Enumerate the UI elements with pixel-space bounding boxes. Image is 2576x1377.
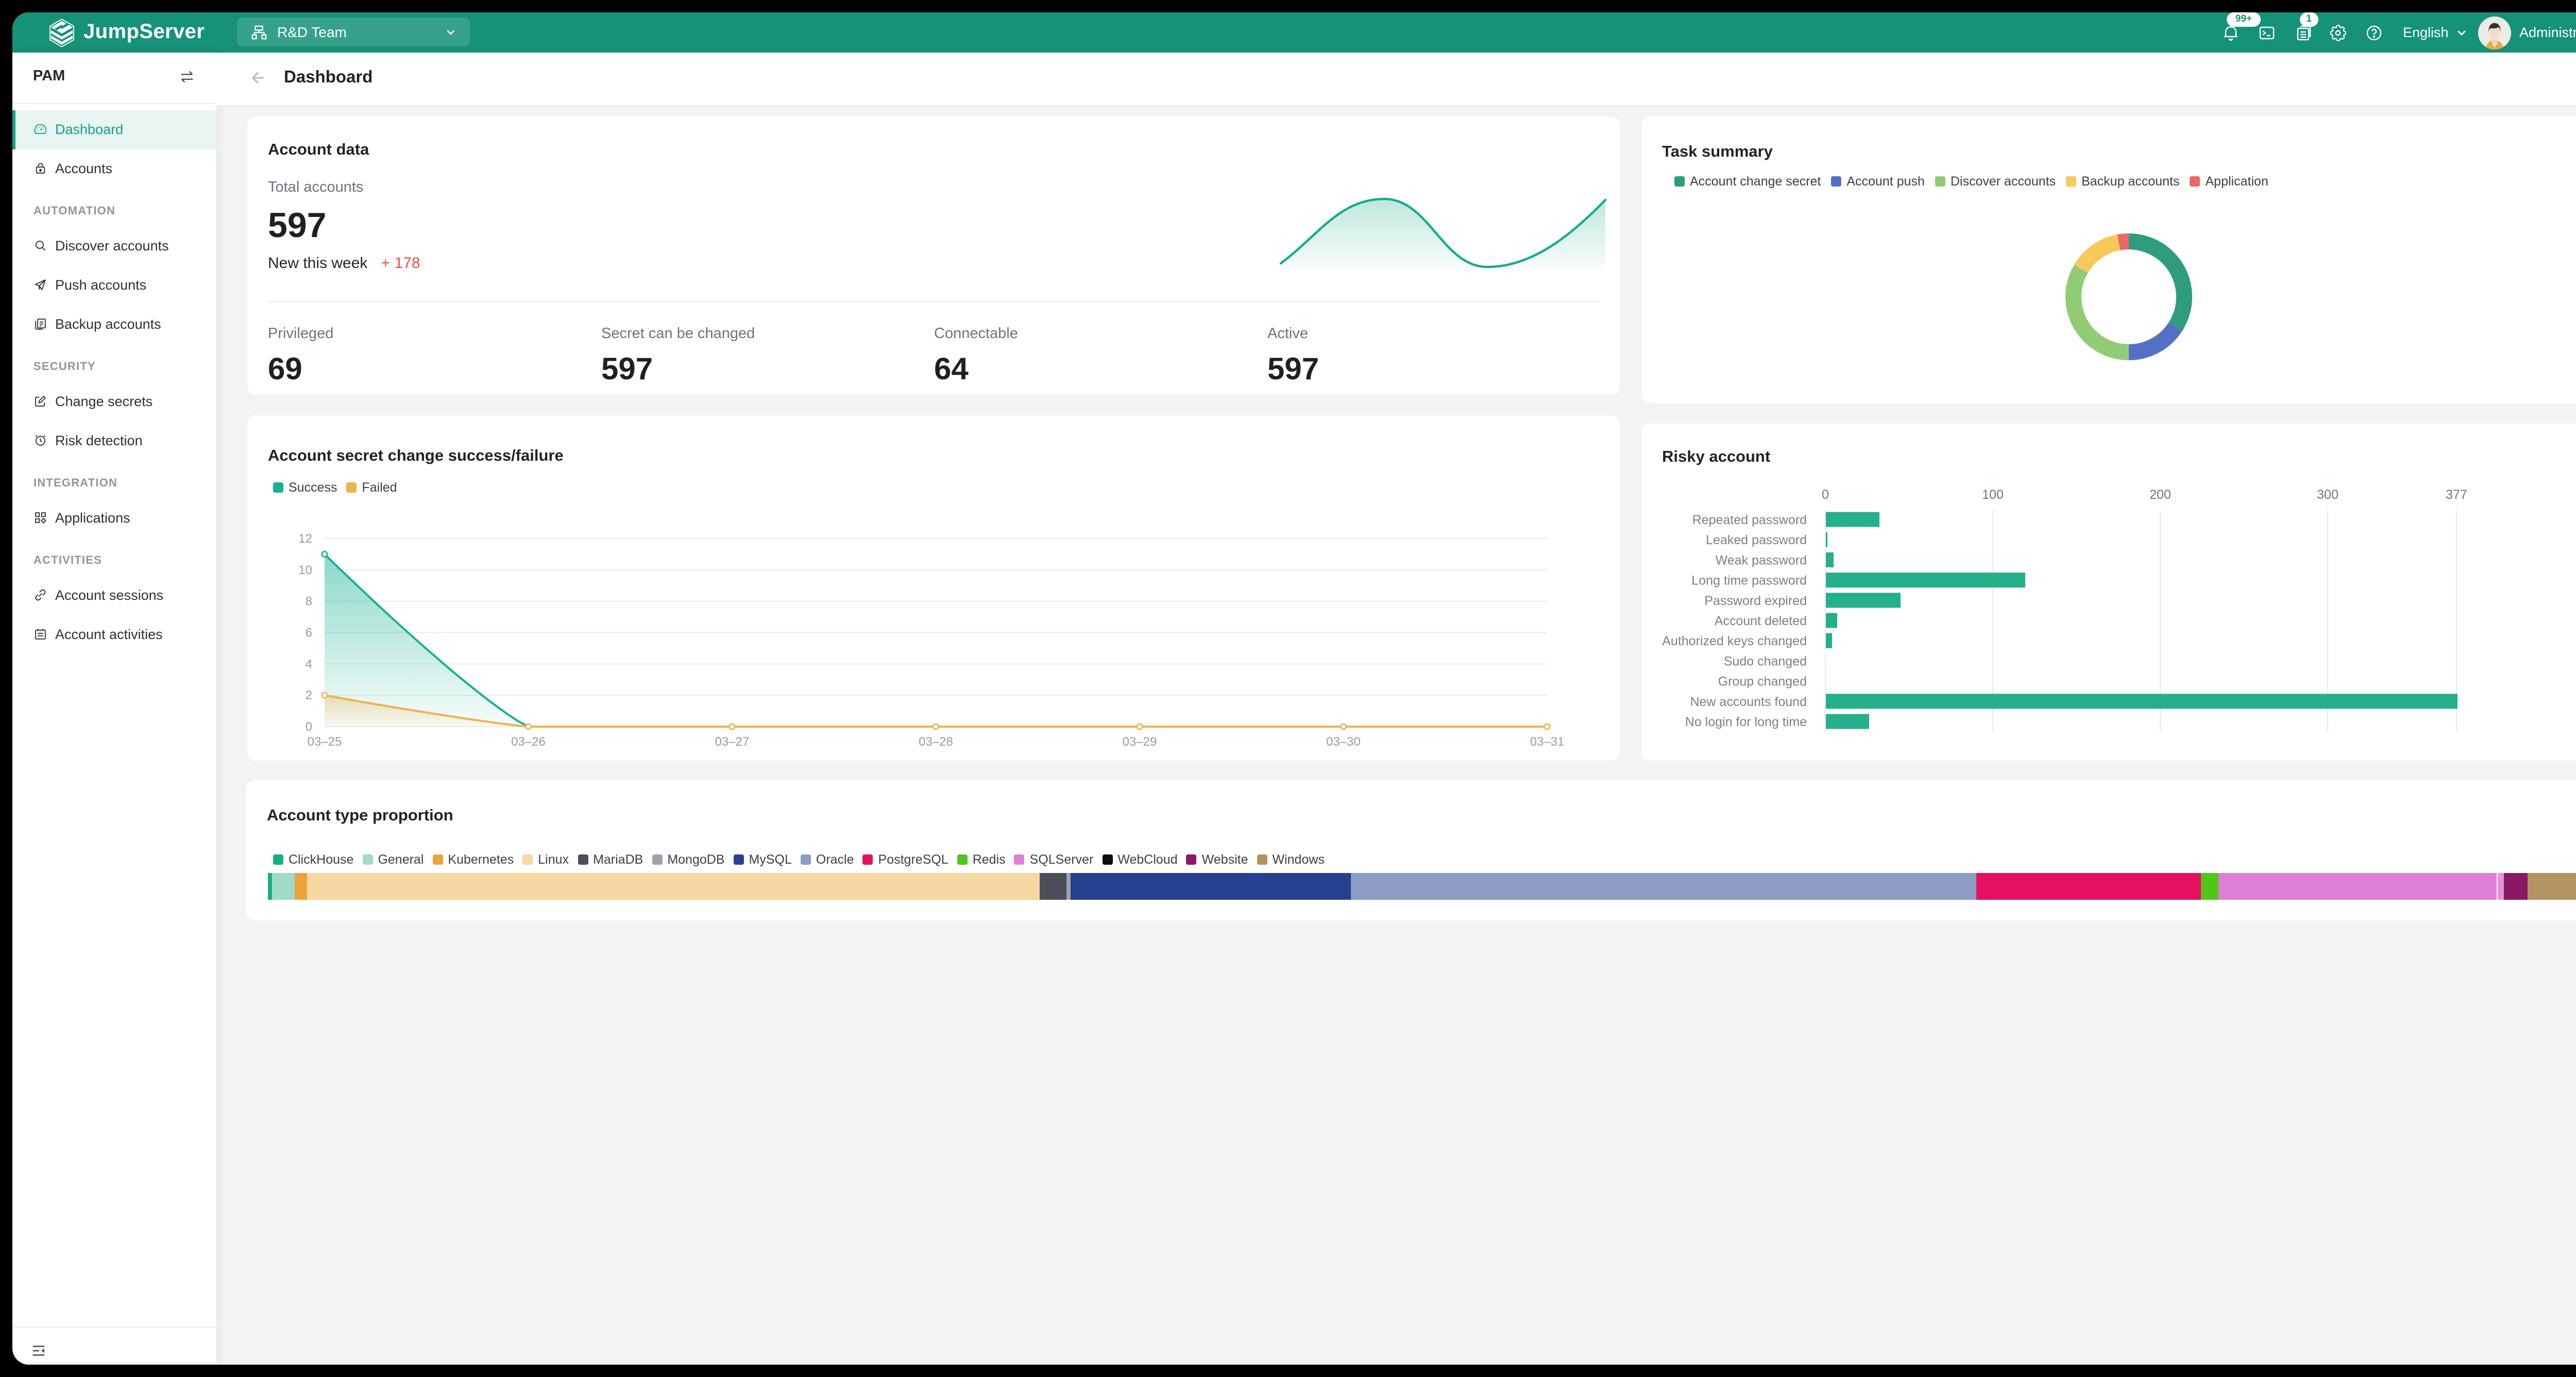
svg-text:03–27: 03–27 <box>715 735 750 749</box>
svg-text:03–29: 03–29 <box>1123 735 1157 749</box>
svg-text:New accounts found: New accounts found <box>1690 694 1807 709</box>
svg-text:200: 200 <box>2149 487 2171 501</box>
svg-text:Authorized keys changed: Authorized keys changed <box>1662 633 1807 648</box>
svg-text:300: 300 <box>2317 487 2338 501</box>
svg-text:Password expired: Password expired <box>1704 593 1807 608</box>
svg-text:10: 10 <box>298 563 312 577</box>
svg-text:0: 0 <box>1822 487 1829 501</box>
svg-text:0: 0 <box>306 720 312 734</box>
svg-text:6: 6 <box>306 626 312 640</box>
svg-text:Long time password: Long time password <box>1691 573 1807 587</box>
svg-text:377: 377 <box>2446 487 2467 501</box>
svg-text:4: 4 <box>306 657 312 671</box>
svg-text:03–28: 03–28 <box>919 735 953 749</box>
svg-text:100: 100 <box>1982 487 2004 501</box>
svg-text:Weak password: Weak password <box>1716 552 1807 567</box>
svg-text:Repeated password: Repeated password <box>1692 512 1807 527</box>
svg-text:03–31: 03–31 <box>1530 735 1565 749</box>
svg-text:No login for long time: No login for long time <box>1685 714 1807 729</box>
svg-text:8: 8 <box>306 595 312 609</box>
svg-text:12: 12 <box>298 532 312 546</box>
svg-text:Group changed: Group changed <box>1718 674 1807 688</box>
svg-text:Sudo changed: Sudo changed <box>1724 653 1807 668</box>
svg-text:03–26: 03–26 <box>511 735 546 749</box>
svg-text:03–25: 03–25 <box>308 735 342 749</box>
svg-text:03–30: 03–30 <box>1326 735 1361 749</box>
svg-text:Account deleted: Account deleted <box>1715 613 1807 628</box>
svg-text:Leaked password: Leaked password <box>1706 532 1807 547</box>
svg-text:2: 2 <box>306 688 312 702</box>
